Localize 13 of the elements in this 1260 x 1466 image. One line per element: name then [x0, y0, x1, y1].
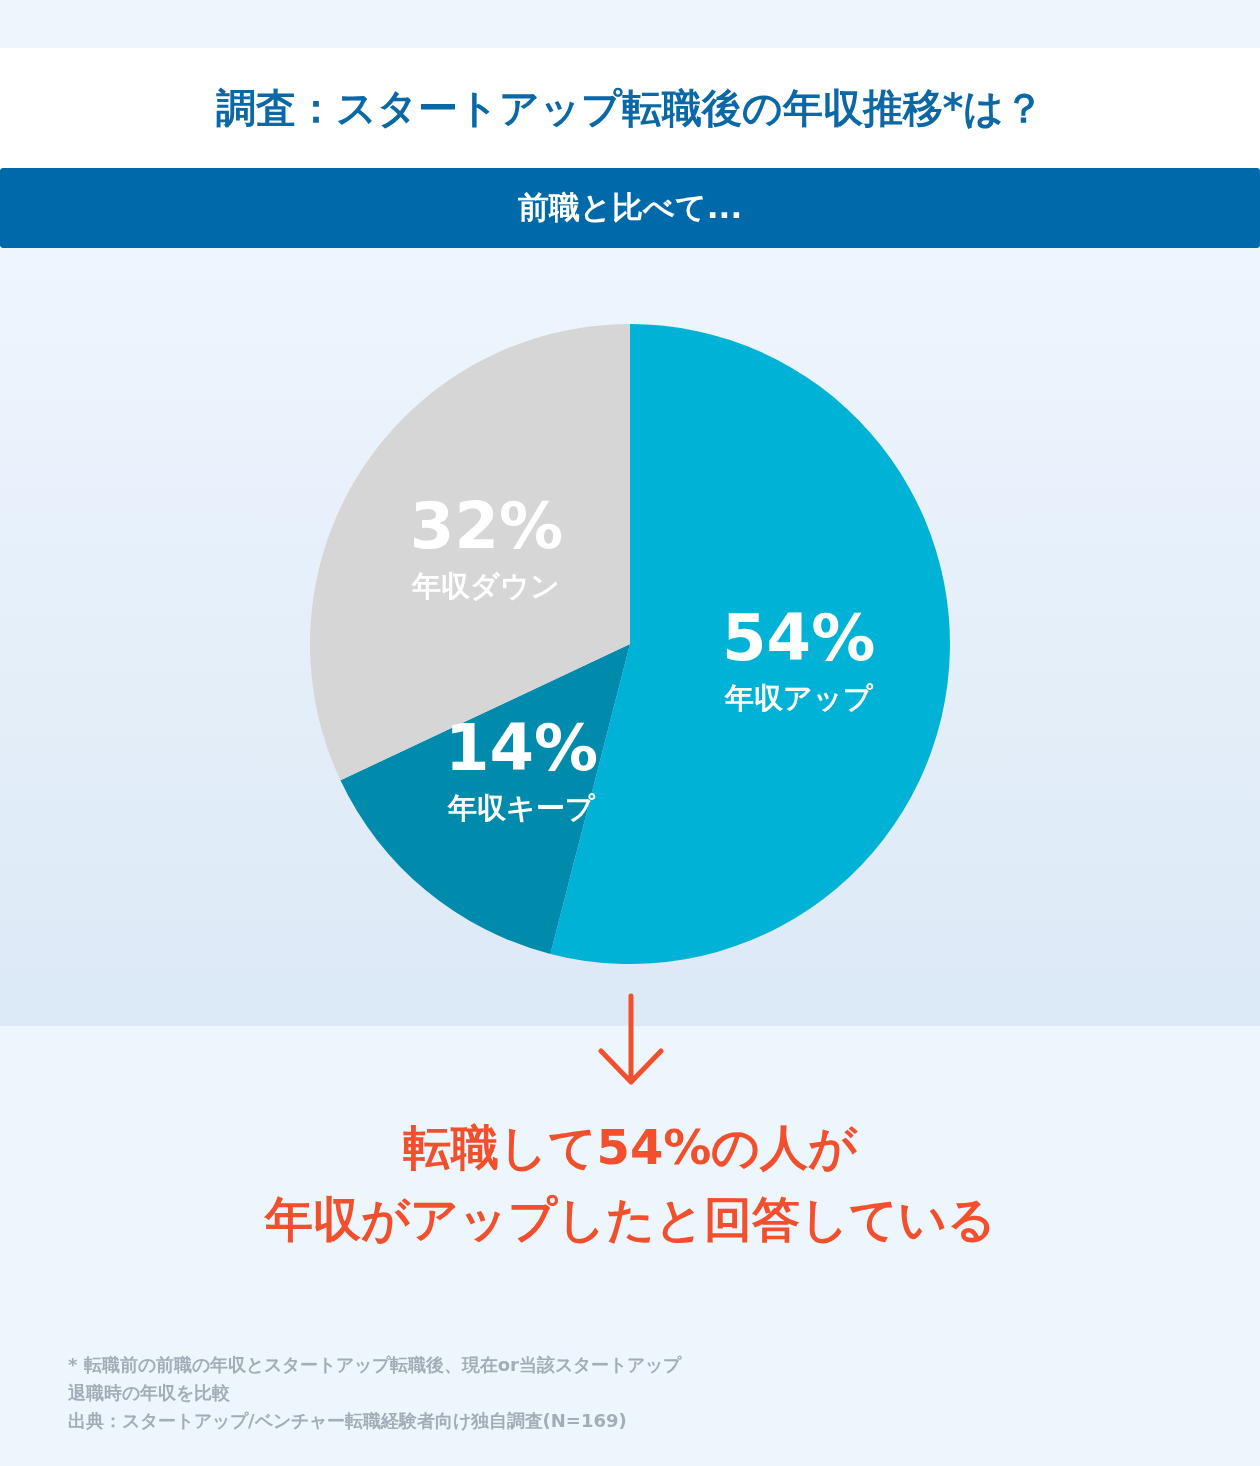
text: 転職して54%の人が: [402, 1119, 859, 1175]
pie-slice: [340, 644, 630, 954]
text: 退職時の年収を比較: [67, 1382, 231, 1403]
chart-subtitle: 前職と比べて...: [517, 189, 743, 225]
pie-slice: [310, 324, 630, 781]
text: 年収がアップしたと回答している: [262, 1191, 996, 1247]
data-label: 14%: [445, 710, 599, 785]
slice-label: 年収キープ: [447, 790, 597, 825]
text: * 転職前の前職の年収とスタートアップ転職後、現在or当該スタートアップ: [68, 1354, 682, 1375]
chart-title: 調査：スタートアップ転職後の年収推移*は？: [215, 85, 1045, 131]
source-note: 出典：スタートアップ/ベンチャー転職経験者向け独自調査(N=169): [68, 1410, 627, 1431]
data-label: 54%: [722, 601, 876, 676]
slice-label: 年収アップ: [723, 681, 874, 716]
